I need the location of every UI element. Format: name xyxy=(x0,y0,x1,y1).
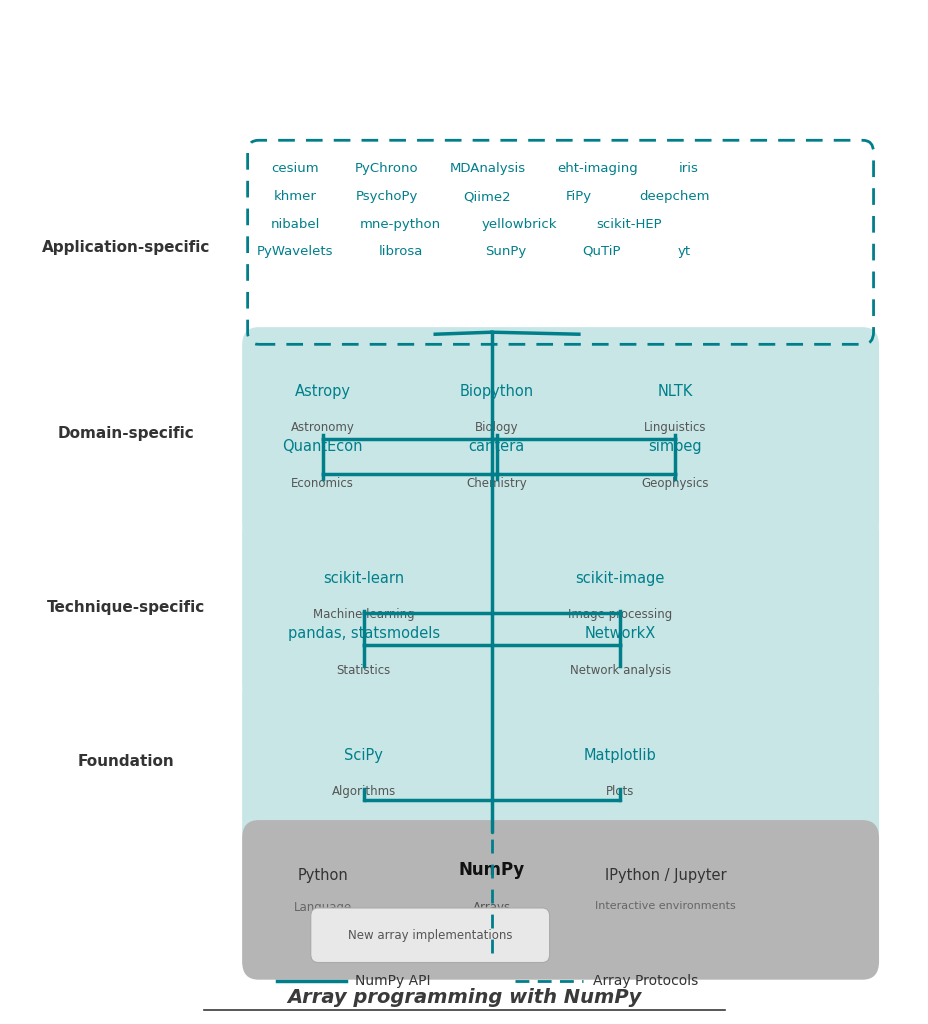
Text: cantera: cantera xyxy=(468,439,524,455)
Text: Domain-specific: Domain-specific xyxy=(58,426,194,440)
Text: khmer: khmer xyxy=(274,190,316,204)
Text: Arrays: Arrays xyxy=(472,901,510,913)
Text: scikit-HEP: scikit-HEP xyxy=(596,218,662,230)
Text: deepchem: deepchem xyxy=(639,190,710,204)
Text: Machine learning: Machine learning xyxy=(313,608,414,621)
Text: iris: iris xyxy=(678,162,698,175)
Text: Economics: Economics xyxy=(290,476,354,489)
Text: Network analysis: Network analysis xyxy=(569,664,670,677)
Text: QuantEcon: QuantEcon xyxy=(282,439,363,455)
Text: QuTiP: QuTiP xyxy=(582,245,620,258)
Text: nibabel: nibabel xyxy=(270,218,319,230)
Text: Algorithms: Algorithms xyxy=(331,784,395,798)
Text: Plots: Plots xyxy=(605,784,634,798)
Text: eht-imaging: eht-imaging xyxy=(556,162,637,175)
Text: PsychoPy: PsychoPy xyxy=(355,190,418,204)
Text: Astropy: Astropy xyxy=(294,384,350,399)
Text: cesium: cesium xyxy=(271,162,318,175)
Text: Astronomy: Astronomy xyxy=(290,421,354,434)
Text: NetworkX: NetworkX xyxy=(584,627,655,641)
Text: Interactive environments: Interactive environments xyxy=(595,901,735,911)
Text: SciPy: SciPy xyxy=(344,748,383,763)
FancyBboxPatch shape xyxy=(242,514,878,701)
Text: Image processing: Image processing xyxy=(567,608,672,621)
FancyBboxPatch shape xyxy=(242,327,878,541)
Text: simpeg: simpeg xyxy=(648,439,701,455)
Text: librosa: librosa xyxy=(378,245,422,258)
Text: Foundation: Foundation xyxy=(77,754,174,769)
Text: yellowbrick: yellowbrick xyxy=(481,218,557,230)
Text: Language: Language xyxy=(293,901,352,913)
Text: IPython / Jupyter: IPython / Jupyter xyxy=(604,867,726,883)
Text: NumPy API: NumPy API xyxy=(354,974,430,988)
Text: scikit-image: scikit-image xyxy=(574,570,664,586)
Text: NumPy: NumPy xyxy=(458,860,524,879)
Text: SunPy: SunPy xyxy=(484,245,526,258)
Text: NLTK: NLTK xyxy=(657,384,692,399)
Text: MDAnalysis: MDAnalysis xyxy=(449,162,525,175)
Text: FiPy: FiPy xyxy=(565,190,591,204)
Text: Array Protocols: Array Protocols xyxy=(592,974,697,988)
Text: Statistics: Statistics xyxy=(336,664,391,677)
Text: Technique-specific: Technique-specific xyxy=(46,600,205,615)
Text: New array implementations: New array implementations xyxy=(348,929,512,942)
Text: Biology: Biology xyxy=(474,421,518,434)
Text: pandas, statsmodels: pandas, statsmodels xyxy=(288,627,440,641)
Text: Python: Python xyxy=(297,867,348,883)
Text: Matplotlib: Matplotlib xyxy=(583,748,656,763)
Text: Geophysics: Geophysics xyxy=(640,476,708,489)
FancyBboxPatch shape xyxy=(242,820,878,980)
Text: PyChrono: PyChrono xyxy=(354,162,419,175)
FancyBboxPatch shape xyxy=(311,908,549,963)
FancyBboxPatch shape xyxy=(242,676,878,848)
Text: Biopython: Biopython xyxy=(459,384,533,399)
Text: Chemistry: Chemistry xyxy=(466,476,526,489)
Text: Application-specific: Application-specific xyxy=(42,240,210,255)
Text: PyWavelets: PyWavelets xyxy=(257,245,333,258)
Text: Qiime2: Qiime2 xyxy=(463,190,510,204)
Text: mne-python: mne-python xyxy=(359,218,441,230)
Text: Array programming with NumPy: Array programming with NumPy xyxy=(287,988,641,1007)
Text: scikit-learn: scikit-learn xyxy=(323,570,404,586)
Text: yt: yt xyxy=(677,245,690,258)
Text: Linguistics: Linguistics xyxy=(643,421,705,434)
